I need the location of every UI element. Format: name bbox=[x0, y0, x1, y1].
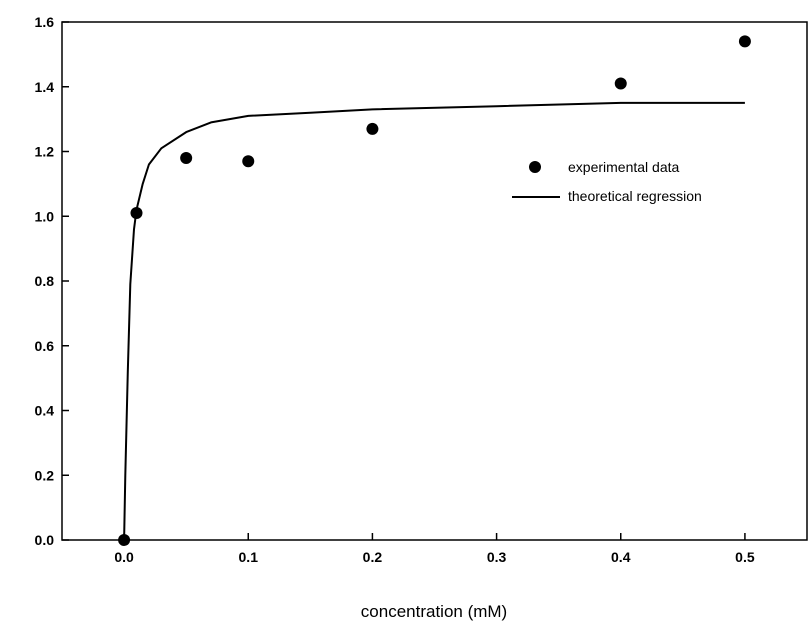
series-points bbox=[118, 35, 751, 546]
x-tick-label: 0.0 bbox=[114, 549, 134, 565]
data-point bbox=[738, 35, 751, 48]
legend: experimental data theoretical regression bbox=[512, 159, 702, 204]
data-point bbox=[242, 155, 255, 168]
x-axis-label: concentration (mM) bbox=[361, 602, 507, 621]
y-tick-label: 0.8 bbox=[35, 273, 55, 289]
plot-area-frame bbox=[61, 21, 808, 541]
legend-label-theoretical: theoretical regression bbox=[568, 188, 702, 204]
x-tick-label: 0.5 bbox=[735, 549, 755, 565]
x-tick-label: 0.3 bbox=[487, 549, 507, 565]
series-lines bbox=[123, 101, 745, 541]
data-point bbox=[366, 122, 379, 135]
y-tick-label: 1.4 bbox=[35, 79, 55, 95]
data-point bbox=[614, 77, 627, 90]
x-axis: 0.0 0.1 0.2 0.3 0.4 0.5 bbox=[114, 533, 755, 565]
data-point bbox=[118, 534, 131, 546]
data-point bbox=[130, 207, 143, 220]
y-tick-label: 1.2 bbox=[35, 144, 55, 160]
y-axis: 0.0 0.2 0.4 0.6 0.8 1.0 1.2 1.4 1.6 bbox=[35, 14, 69, 548]
y-tick-label: 0.0 bbox=[35, 532, 55, 548]
y-tick-label: 0.6 bbox=[35, 338, 55, 354]
y-tick-label: 0.4 bbox=[35, 403, 55, 419]
legend-point-marker bbox=[529, 161, 541, 173]
x-tick-label: 0.4 bbox=[611, 549, 631, 565]
theoretical-regression-line bbox=[123, 101, 745, 541]
x-tick-label: 0.2 bbox=[363, 549, 383, 565]
legend-label-experimental: experimental data bbox=[568, 159, 680, 175]
y-tick-label: 1.6 bbox=[35, 14, 55, 30]
data-point bbox=[180, 151, 193, 164]
y-tick-label: 1.0 bbox=[35, 208, 55, 224]
x-tick-label: 0.1 bbox=[239, 549, 259, 565]
y-tick-label: 0.2 bbox=[35, 467, 55, 483]
